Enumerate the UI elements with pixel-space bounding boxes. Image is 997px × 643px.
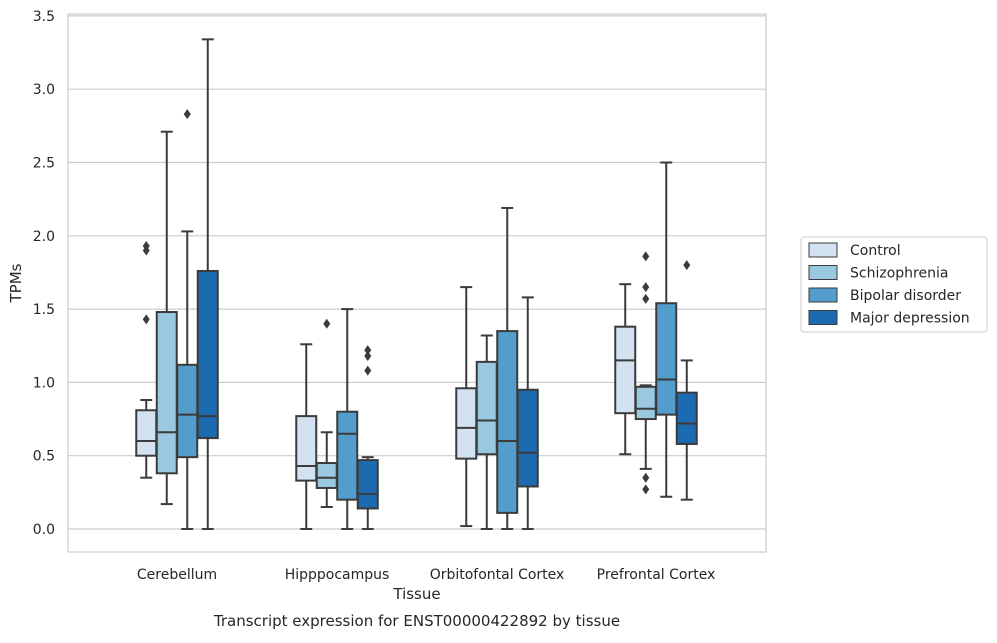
box-iqr	[336, 410, 359, 501]
plot-frame	[67, 13, 767, 553]
box-schizophrenia	[475, 334, 498, 530]
outlier-point	[364, 351, 372, 362]
box-major-depression	[675, 260, 698, 501]
box-iqr	[655, 302, 678, 416]
x-axis-label: Tissue	[392, 585, 440, 603]
outlier-point	[142, 314, 150, 325]
box-control	[295, 343, 318, 530]
outlier-point	[323, 318, 331, 329]
box-schizophrenia	[315, 318, 338, 509]
box-major-depression	[196, 38, 219, 530]
outlier-point	[364, 365, 372, 376]
legend-swatch	[808, 242, 838, 258]
box-plots	[135, 38, 698, 530]
y-tick-label: 0.0	[33, 522, 55, 538]
box-iqr	[455, 387, 478, 460]
box-major-depression	[356, 345, 379, 530]
outlier-point	[642, 282, 650, 293]
y-tick-label: 1.0	[33, 375, 55, 391]
legend-swatch	[808, 287, 838, 303]
outlier-point	[642, 293, 650, 304]
box-bipolar-disorder	[496, 206, 519, 530]
box-iqr	[356, 459, 379, 510]
legend-label: Bipolar disorder	[850, 288, 961, 304]
x-tick-label: Orbitofontal Cortex	[430, 567, 565, 583]
box-iqr	[196, 269, 219, 440]
outlier-point	[364, 345, 372, 356]
y-axis-label: TPMs	[7, 263, 25, 303]
x-tick-labels: Cerebellum Hipppocampus Orbitofontal Corte…	[137, 567, 715, 583]
box-iqr	[295, 415, 318, 482]
chart-caption: Transcript expression for ENST0000042289…	[213, 612, 620, 630]
legend-label: Control	[850, 243, 901, 259]
outlier-point	[183, 109, 191, 120]
box-iqr	[315, 462, 338, 489]
x-tick-label: Prefrontal Cortex	[597, 567, 716, 583]
box-iqr	[614, 325, 637, 415]
box-iqr	[675, 391, 698, 445]
box-schizophrenia	[634, 251, 657, 495]
box-iqr	[516, 388, 539, 488]
box-iqr	[634, 385, 657, 421]
y-tick-labels: 0.0 0.5 1.0 1.5 2.0 2.5 3.0 3.5	[33, 9, 55, 538]
box-major-depression	[516, 296, 539, 530]
y-tick-label: 2.0	[33, 229, 55, 245]
box-iqr	[155, 311, 178, 475]
y-tick-label: 1.5	[33, 302, 55, 318]
box-iqr	[496, 330, 519, 514]
box-bipolar-disorder	[655, 161, 678, 498]
legend: Control Schizophrenia Bipolar disorder Majo…	[800, 236, 988, 333]
box-iqr	[475, 360, 498, 456]
y-tick-label: 3.5	[33, 9, 55, 25]
box-bipolar-disorder	[336, 308, 359, 530]
plot-background	[68, 14, 766, 552]
legend-label: Major depression	[850, 311, 970, 327]
box-control	[614, 283, 637, 456]
outlier-point	[142, 241, 150, 252]
outlier-point	[642, 251, 650, 262]
box-control	[135, 241, 158, 479]
legend-frame	[800, 236, 988, 333]
box-iqr	[176, 363, 199, 459]
legend-label: Schizophrenia	[850, 266, 948, 282]
outlier-point	[683, 260, 691, 271]
legend-swatch	[808, 310, 838, 325]
box-iqr	[135, 409, 158, 457]
y-tick-label: 2.5	[33, 156, 55, 172]
x-tick-label: Cerebellum	[137, 567, 217, 583]
outlier-point	[642, 472, 650, 483]
box-control	[455, 286, 478, 528]
outlier-point	[642, 484, 650, 495]
y-tick-label: 0.5	[33, 449, 55, 465]
y-tick-label: 3.0	[33, 82, 55, 98]
x-tick-label: Hipppocampus	[285, 567, 390, 583]
legend-swatch	[808, 265, 838, 280]
